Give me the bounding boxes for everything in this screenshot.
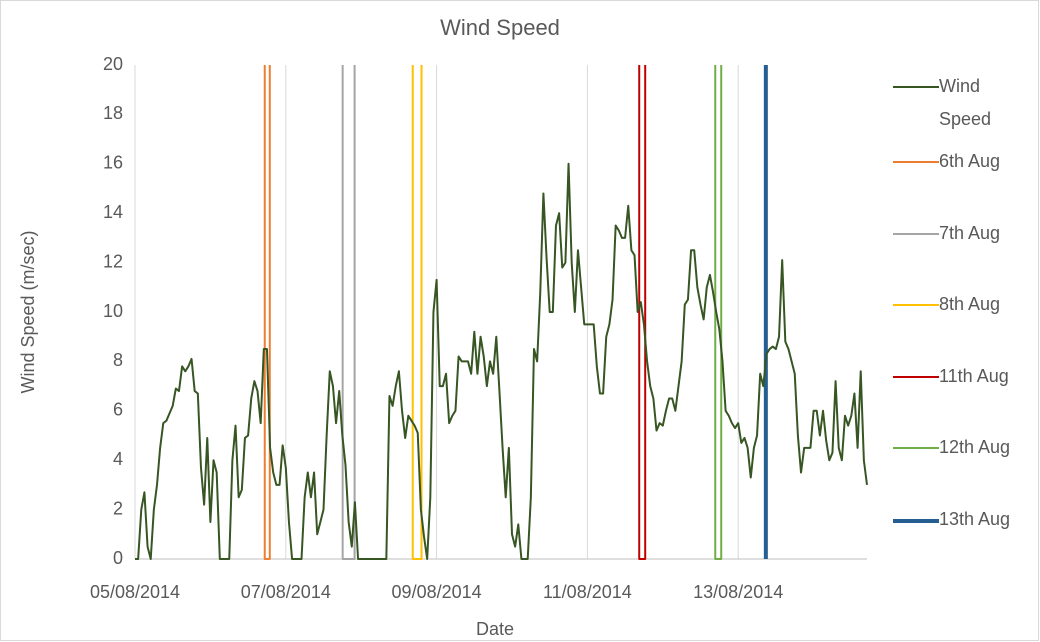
y-tick-label: 10 xyxy=(103,301,123,321)
legend-item: 12th Aug xyxy=(893,435,1019,464)
legend-marker xyxy=(893,161,939,163)
data-line xyxy=(135,162,868,560)
x-tick-label: 07/08/2014 xyxy=(241,582,331,602)
data-line xyxy=(263,65,271,560)
data-line xyxy=(341,65,356,560)
chart-title: Wind Speed xyxy=(440,15,560,40)
x-tick-label: 13/08/2014 xyxy=(693,582,783,602)
legend-label: 8th Aug xyxy=(939,294,1001,315)
y-tick-label: 16 xyxy=(103,153,123,173)
legend-item: Wind Speed xyxy=(893,74,1019,136)
data-line xyxy=(411,65,423,560)
y-tick-label: 8 xyxy=(113,350,123,370)
legend-marker xyxy=(893,447,939,450)
legend-label: 6th Aug xyxy=(939,151,1001,171)
legend-marker xyxy=(893,304,939,307)
legend-item: 7th Aug xyxy=(893,221,1019,250)
y-tick-label: 0 xyxy=(113,548,123,568)
x-tick-label: 05/08/2014 xyxy=(90,582,180,602)
legend-label: 13th Aug xyxy=(939,509,1011,529)
data-line xyxy=(638,65,647,560)
legend-item: 13th Aug xyxy=(893,507,1019,536)
y-tick-label: 18 xyxy=(103,103,123,123)
y-tick-label: 6 xyxy=(113,400,123,420)
legend-item: 6th Aug xyxy=(893,149,1019,178)
legend-item: 8th Aug xyxy=(893,292,1019,321)
y-axis-label: Wind Speed (m/sec) xyxy=(18,230,38,393)
y-tick-label: 4 xyxy=(113,449,123,469)
x-tick-label: 11/08/2014 xyxy=(543,582,632,602)
legend-label: 11th Aug xyxy=(939,365,1009,386)
legend-label: 7th Aug xyxy=(939,222,1001,243)
legend-marker xyxy=(893,232,939,235)
legend-label: Wind Speed xyxy=(939,76,992,129)
legend-marker xyxy=(893,519,939,523)
y-tick-label: 14 xyxy=(103,202,123,222)
legend-marker xyxy=(893,375,939,378)
legend-item: 11th Aug xyxy=(893,364,1019,393)
y-tick-label: 2 xyxy=(113,498,123,518)
y-tick-label: 12 xyxy=(103,251,123,271)
x-axis-label: Date xyxy=(476,619,514,639)
legend-label: 12th Aug xyxy=(939,437,1011,458)
x-tick-label: 09/08/2014 xyxy=(392,582,482,602)
y-tick-label: 20 xyxy=(103,54,123,74)
legend-marker xyxy=(893,86,939,88)
